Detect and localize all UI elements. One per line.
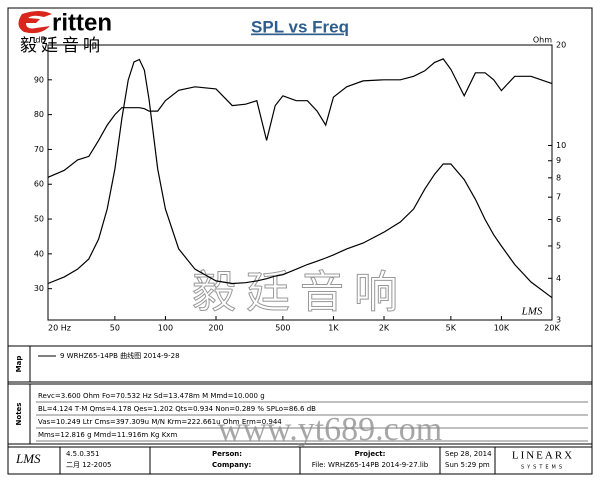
y-tick-label: 40 [34,249,44,258]
notes-panel [7,383,593,445]
logo-text: ritten [52,9,112,36]
version: 4.5.0.351 [66,450,99,458]
x-tick-label: 500 [275,324,290,333]
watermark: www.yt689.com [218,411,442,448]
note-line: Vas=10.249 Ltr Cms=397.309u M/N Krm=222.… [38,418,282,426]
y2-tick-label: 5 [556,241,561,250]
note-line: Mms=12.816 g Mmd=11.916m Kg Kxm [38,431,177,439]
y2-tick-label: 3 [556,316,561,325]
map-label: Map [15,356,23,373]
note-line: BL=4.124 T·M Qms=4.178 Qes=1.202 Qts=0.9… [38,405,316,413]
y-tick-label: 50 [34,215,44,224]
brand: LINEARX [512,450,574,462]
project: Project: [355,450,386,458]
x-tick-label: 100 [158,324,173,333]
chart-title: SPL vs Freq [251,17,349,36]
x-tick-label: 200 [208,324,223,333]
logo-mark [18,11,53,34]
plot: 毅廷音响 LMS dB Ohm 20 Hz 50 100 200 500 1K 2K 5K 10K 20K… [34,36,566,333]
series-line [47,58,553,178]
build-date: 二月 12-2005 [66,461,111,469]
footer-logo: LMS [15,451,41,466]
series-line [47,58,553,299]
x-tick-label: 50 [110,324,120,333]
plot-frame [47,44,553,321]
notes: Revc=3.600 Ohm Fo=70.532 Hz Sd=13.478m M… [36,392,588,442]
y-axis-label: dB [35,36,46,45]
x-tick-label: 1K [328,324,339,333]
frame [7,7,593,475]
x-tick-label: 2K [379,324,390,333]
y2-tick-label: 20 [556,41,566,50]
y2-tick-label: 9 [556,156,561,165]
y-tick-label: 90 [34,75,44,84]
note-line: Revc=3.600 Ohm Fo=70.532 Hz Sd=13.478m M… [38,392,265,400]
person: Person: [212,450,242,458]
plot-watermark: 毅廷音响 [192,267,408,318]
y2-tick-label: 10 [556,141,566,150]
plot-logo: LMS [521,306,543,318]
brand-sub: SYSTEMS [521,465,565,471]
logo-cn: 毅廷音响 [20,36,104,56]
y2-tick-label: 8 [556,173,561,182]
x-tick-label: 5K [446,324,457,333]
y2-tick-label: 4 [556,274,561,283]
map-panel [7,345,593,383]
x-tick-label: 20 Hz [48,324,71,333]
time: Sun 5:29 pm [445,461,490,469]
x-tick-label: 10K [494,324,510,333]
company: Company: [212,461,252,469]
y-tick-label: 70 [34,145,44,154]
x-tick-label: 20K [544,324,560,333]
y2-tick-label: 6 [556,215,561,224]
y-tick-label: 30 [34,284,44,293]
y-tick-label: 80 [34,110,44,119]
file: File: WRHZ65-14PB 2014-9-27.lib [312,461,429,469]
y-tick-label: 60 [34,180,44,189]
day: Sep 28, 2014 [445,450,492,458]
map-entry: 9 WRHZ65-14PB 曲线图 2014-9-28 [60,351,180,360]
y2-axis-label: Ohm [533,36,552,45]
y2-tick-label: 7 [556,193,561,202]
notes-label: Notes [15,403,23,426]
